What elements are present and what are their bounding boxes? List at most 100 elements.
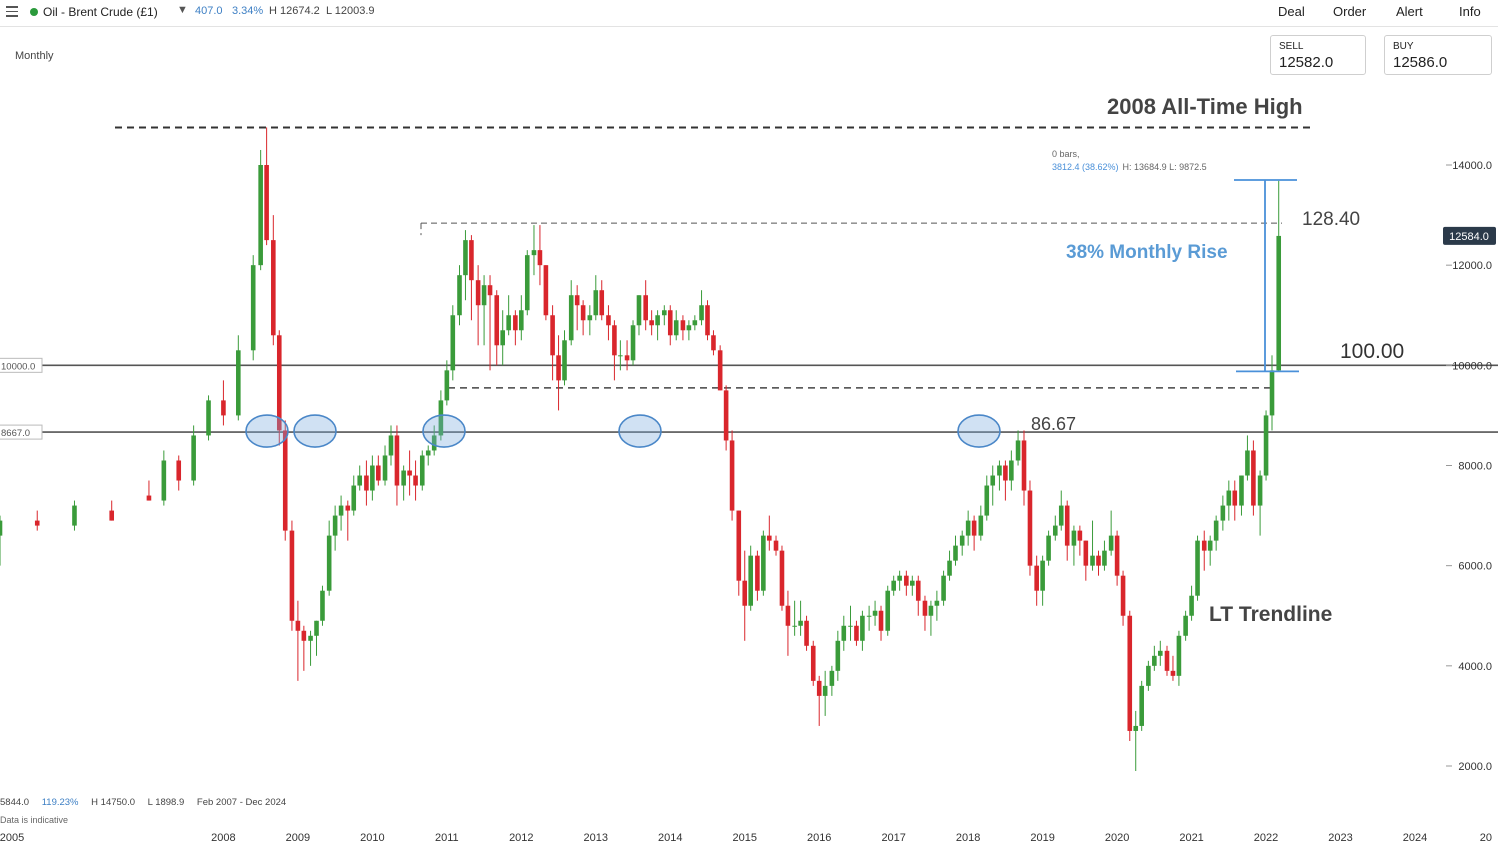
- candle-body: [1046, 535, 1051, 561]
- candle-body: [1207, 540, 1213, 551]
- candle-body: [320, 590, 325, 621]
- candle-body: [904, 575, 909, 586]
- candle-body: [314, 620, 319, 636]
- candle-body: [798, 620, 803, 626]
- current-price-badge: [1443, 226, 1496, 245]
- candle-body: [524, 255, 530, 311]
- alert-button[interactable]: Alert: [1396, 4, 1423, 19]
- candle-body: [997, 465, 1002, 476]
- candle-body: [941, 575, 946, 601]
- candle-body: [469, 240, 474, 281]
- left-axis-label-box: [0, 357, 43, 373]
- candle-body: [971, 520, 977, 536]
- candle-body: [649, 320, 654, 326]
- y-tick-label: 8000.0: [1458, 461, 1492, 473]
- candle-body: [258, 165, 263, 266]
- y-tick-label: 2000.0: [1458, 761, 1492, 773]
- candle-body: [1027, 490, 1033, 566]
- x-tick-label: 2014: [658, 832, 682, 842]
- candle-body: [1127, 615, 1133, 731]
- order-button[interactable]: Order: [1333, 4, 1367, 19]
- candle-body: [1176, 635, 1182, 676]
- candle-body: [506, 315, 511, 331]
- candle-body: [922, 600, 928, 616]
- data-disclaimer: Data is indicative: [0, 815, 69, 825]
- candle-body: [1201, 540, 1207, 551]
- measure-bars-text: 0 bars,: [1052, 149, 1080, 159]
- candle-body: [351, 485, 357, 511]
- candle-body: [1183, 615, 1188, 636]
- candle-body: [413, 475, 418, 486]
- x-tick-label: 2016: [807, 832, 831, 842]
- menu-icon[interactable]: [6, 6, 18, 17]
- info-button[interactable]: Info: [1459, 4, 1481, 19]
- touch-circle: [293, 414, 337, 448]
- footer-pct: 119.23%: [41, 797, 79, 808]
- candle-body: [1015, 440, 1021, 461]
- candle-body: [444, 370, 450, 401]
- candle-body: [1152, 655, 1157, 666]
- instrument-name[interactable]: Oil - Brent Crude (£1): [43, 5, 158, 19]
- footer-stats: 5844.0 119.23% H 14750.0 L 1898.9 Feb 20…: [0, 797, 286, 808]
- candle-body: [481, 285, 487, 306]
- left-axis-label-box: [0, 424, 43, 440]
- candle-body: [191, 435, 196, 481]
- candle-body: [431, 435, 437, 451]
- candle-body: [1003, 465, 1008, 481]
- candle-body: [1090, 555, 1095, 566]
- candle-body: [1220, 505, 1226, 521]
- timeframe-label[interactable]: Monthly: [15, 50, 54, 62]
- candle-body: [487, 285, 493, 296]
- candle-body: [680, 320, 686, 331]
- candle-body: [587, 315, 593, 321]
- y-tick-label: 14000.0: [1452, 160, 1492, 172]
- footer-range: Feb 2007 - Dec 2024: [196, 797, 287, 808]
- candle-body: [1213, 520, 1219, 541]
- x-tick-label: 2009: [286, 832, 310, 842]
- candle-body: [580, 305, 586, 321]
- x-tick-label: 2023: [1328, 832, 1352, 842]
- chevron-down-icon[interactable]: ▼: [177, 4, 188, 16]
- candle-body: [773, 540, 779, 551]
- candle-body: [860, 615, 865, 641]
- candle-body: [1064, 505, 1070, 546]
- candle-body: [419, 455, 425, 486]
- candle-body: [872, 610, 878, 616]
- footer-high: H 14750.0: [91, 797, 135, 808]
- candle-body: [897, 575, 902, 581]
- candle-body: [543, 265, 549, 316]
- candle-body: [717, 350, 723, 391]
- candle-body: [593, 290, 599, 316]
- candle-body: [308, 635, 313, 641]
- candle-body: [729, 440, 735, 511]
- deal-button[interactable]: Deal: [1278, 4, 1305, 19]
- candle-body: [655, 315, 660, 326]
- candle-body: [711, 335, 716, 351]
- market-open-icon: [30, 8, 38, 16]
- candle-body: [1133, 725, 1139, 731]
- candle-body: [146, 495, 152, 501]
- trendline-annotation: LT Trendline: [1209, 603, 1332, 626]
- candle-body: [519, 310, 524, 331]
- measure-pct: 3812.4 (38.62%): [1052, 162, 1119, 172]
- candle-body: [1276, 235, 1282, 371]
- candle-body: [1232, 490, 1238, 506]
- candle-body: [692, 320, 698, 326]
- sell-button[interactable]: SELL 12582.0: [1270, 35, 1366, 75]
- measure-hl: H: 13684.9 L: 9872.5: [1123, 162, 1207, 172]
- candle-body: [438, 400, 444, 436]
- candle-body: [1096, 555, 1101, 566]
- x-tick-label: 2021: [1179, 832, 1203, 842]
- candle-body: [816, 680, 822, 696]
- candle-body: [1052, 525, 1058, 536]
- candle-body: [959, 535, 965, 546]
- candle-body: [276, 335, 282, 431]
- x-tick-label: 2022: [1254, 832, 1278, 842]
- candle-body: [388, 435, 394, 456]
- candle-body: [699, 305, 704, 321]
- x-tick-label: 2012: [509, 832, 533, 842]
- buy-button[interactable]: BUY 12586.0: [1384, 35, 1492, 75]
- touch-circle: [957, 414, 1001, 448]
- candle-body: [748, 555, 753, 606]
